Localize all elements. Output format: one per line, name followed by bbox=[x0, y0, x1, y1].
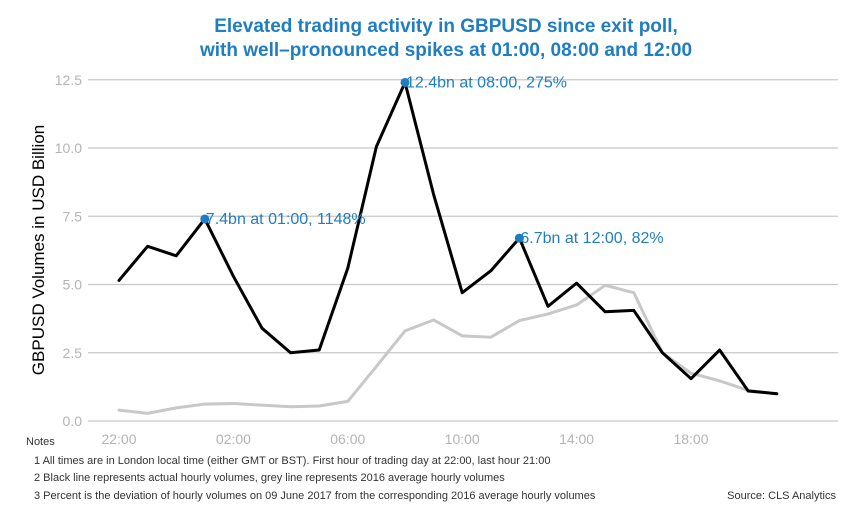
notes-heading: Notes bbox=[26, 436, 55, 448]
y-tick-label: 10.0 bbox=[55, 140, 82, 156]
annotation-marker bbox=[200, 214, 210, 224]
series-lines bbox=[117, 80, 779, 415]
annotation-labels: 7.4bn at 01:00, 1148% 12.4bn at 08:00, 27… bbox=[206, 74, 664, 247]
x-tick-label: 02:00 bbox=[216, 431, 251, 447]
note-line-2: 2 Black line represents actual hourly vo… bbox=[34, 472, 505, 484]
average-2016-line bbox=[117, 283, 779, 415]
x-tick-labels: 22:00 02:00 06:00 10:00 14:00 18:00 bbox=[101, 431, 708, 447]
x-tick-label: 10:00 bbox=[445, 431, 480, 447]
x-tick-label: 14:00 bbox=[559, 431, 594, 447]
annotation-label: 12.4bn at 08:00, 275% bbox=[406, 74, 567, 91]
y-tick-label: 5.0 bbox=[63, 277, 83, 293]
note-line-1: 1 All times are in London local time (ei… bbox=[34, 455, 550, 467]
annotation-label: 6.7bn at 12:00, 82% bbox=[520, 230, 663, 247]
grid-lines bbox=[88, 79, 838, 422]
note-line-3: 3 Percent is the deviation of hourly vol… bbox=[34, 490, 596, 502]
y-axis-label: GBPUSD Volumes in USD Billion bbox=[29, 125, 48, 375]
y-tick-label: 0.0 bbox=[63, 413, 83, 429]
annotation-markers bbox=[200, 77, 524, 243]
annotation-marker bbox=[514, 233, 524, 243]
x-tick-label: 22:00 bbox=[101, 431, 136, 447]
y-tick-labels: 0.0 2.5 5.0 7.5 10.0 12.5 bbox=[55, 72, 82, 429]
chart-title-line-2: with well–pronounced spikes at 01:00, 08… bbox=[199, 40, 692, 61]
annotation-marker bbox=[400, 77, 410, 87]
chart-title-line-1: Elevated trading activity in GBPUSD sinc… bbox=[214, 16, 678, 37]
y-tick-label: 7.5 bbox=[63, 208, 83, 224]
x-tick-label: 06:00 bbox=[330, 431, 365, 447]
x-tick-label: 18:00 bbox=[673, 431, 708, 447]
y-tick-label: 12.5 bbox=[55, 72, 82, 88]
actual-volume-line bbox=[117, 80, 779, 396]
source-credit: Source: CLS Analytics bbox=[727, 490, 836, 502]
annotation-label: 7.4bn at 01:00, 1148% bbox=[206, 211, 366, 228]
y-tick-label: 2.5 bbox=[63, 345, 83, 361]
